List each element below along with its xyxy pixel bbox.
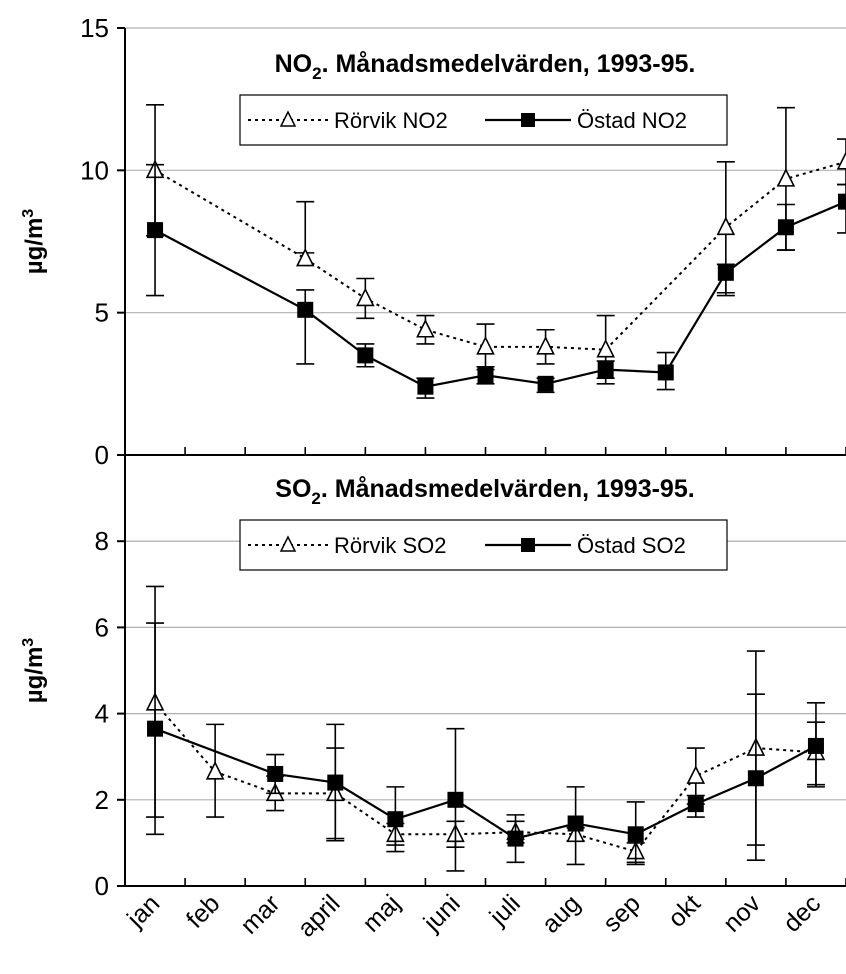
no2-data-point: [838, 193, 846, 210]
so2-y-axis-label: µg/m3: [20, 638, 48, 704]
so2-data-point: [327, 774, 344, 791]
so2-y-tick-label: 0: [95, 871, 109, 901]
no2-y-axis-label: µg/m3: [20, 209, 48, 275]
so2-series-ostad: [146, 585, 825, 872]
no2-legend-box: [239, 94, 728, 146]
no2-data-point: [416, 318, 435, 338]
no2-data-point: [836, 151, 846, 170]
so2-chart-panel: 0 2 4 6 8 µg/m3 SO2. Månadsmedelvärden, 1993-9…: [20, 455, 846, 901]
so2-legend-label-rorvik: Rörvik SO2: [334, 533, 446, 558]
no2-data-point: [716, 216, 736, 236]
so2-data-point: [267, 765, 284, 782]
no2-y-tick-label: 5: [95, 298, 109, 328]
no2-data-point: [356, 287, 375, 307]
no2-legend-label-ostad: Östad NO2: [577, 108, 687, 133]
no2-chart-panel: 0 5 10 15 µg/m3 NO2. Månadsmedelvärden, 1993-…: [20, 13, 846, 470]
no2-legend-marker-ostad: [521, 113, 535, 127]
no2-y-tick-label: 15: [80, 13, 109, 43]
no2-data-point: [777, 219, 794, 236]
so2-y-tick-label: 2: [95, 785, 109, 815]
no2-series-rorvik: [145, 104, 846, 385]
no2-data-point: [657, 364, 674, 381]
no2-legend: Rörvik NO2 Östad NO2: [239, 94, 728, 146]
no2-data-point: [776, 168, 796, 187]
so2-legend-box: [239, 519, 728, 571]
so2-data-point: [627, 826, 644, 843]
no2-series-ostad: [146, 163, 846, 399]
no2-data-point: [597, 361, 614, 378]
so2-data-point: [687, 796, 704, 813]
no2-data-point: [717, 264, 734, 281]
no2-data-point: [476, 336, 495, 355]
so2-data-point: [747, 770, 764, 787]
so2-y-tick-label: 4: [95, 699, 109, 729]
no2-data-point: [536, 336, 555, 355]
so2-data-point: [147, 720, 164, 737]
so2-data-point: [686, 765, 706, 784]
no2-data-point: [537, 375, 554, 392]
so2-series-line: [154, 702, 817, 853]
no2-data-point: [357, 347, 374, 364]
so2-data-point: [807, 737, 824, 754]
no2-chart-title: NO2. Månadsmedelvärden, 1993-95.: [275, 50, 696, 83]
so2-data-point: [387, 811, 404, 828]
no2-series-line: [154, 160, 846, 351]
so2-chart-title: SO2. Månadsmedelvärden, 1993-95.: [275, 475, 694, 508]
so2-legend-marker-ostad: [521, 538, 535, 552]
so2-data-point: [447, 791, 464, 808]
so2-y-tick-label: 6: [95, 612, 109, 642]
no2-data-point: [295, 247, 315, 267]
no2-legend-label-rorvik: Rörvik NO2: [334, 108, 448, 133]
no2-data-point: [417, 378, 434, 395]
no2-y-tick-label: 10: [80, 155, 109, 185]
no2-y-tick-label: 0: [95, 440, 109, 470]
no2-data-point: [596, 338, 615, 358]
so2-data-point: [205, 760, 225, 780]
so2-data-point: [507, 830, 524, 847]
so2-legend: Rörvik SO2 Östad SO2: [239, 519, 728, 571]
so2-legend-marker-rorvik: [279, 535, 297, 552]
no2-data-point: [297, 301, 314, 318]
no2-data-point: [477, 367, 494, 384]
no2-legend-marker-rorvik: [279, 110, 297, 127]
no2-data-point: [147, 222, 164, 239]
so2-y-tick-label: 8: [95, 526, 109, 556]
so2-legend-label-ostad: Östad SO2: [577, 533, 686, 558]
so2-data-point: [567, 815, 584, 832]
